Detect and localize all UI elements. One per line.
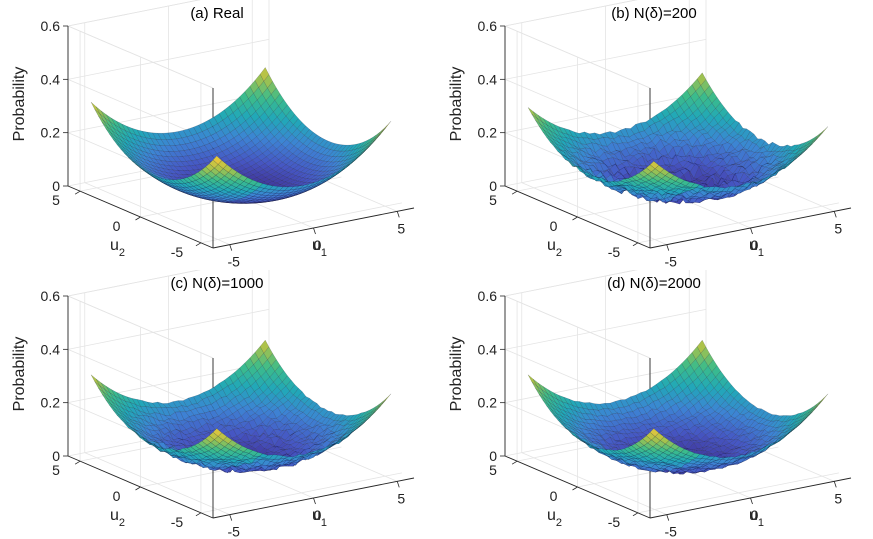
xtick-label: -5 [665, 524, 678, 539]
xaxis-label: u1 [749, 237, 764, 259]
zaxis-label: Probability [11, 67, 28, 142]
yaxis-label: u2 [547, 237, 562, 259]
probability-surface [527, 72, 829, 205]
zaxis-label: Probability [448, 337, 465, 412]
ztick-label: 0.2 [41, 125, 61, 141]
ztick-label: 0 [52, 178, 60, 194]
ztick-label: 0.6 [478, 18, 498, 34]
ztick-label: 0.4 [478, 71, 498, 87]
yaxis-label: u2 [110, 507, 125, 529]
ytick-label: 0 [550, 218, 558, 234]
ztick-label: 0 [489, 448, 497, 464]
ytick-label: -5 [608, 514, 621, 530]
ztick-label: 0.2 [478, 395, 498, 411]
ytick-label: -5 [171, 244, 184, 260]
ytick-label: 5 [489, 462, 497, 478]
xtick-label: 0 [314, 507, 322, 523]
xtick-label: 5 [834, 220, 842, 236]
xaxis-label: u1 [312, 507, 327, 529]
ztick-label: 0 [489, 178, 497, 194]
ztick-label: 0.2 [478, 125, 498, 141]
xaxis-label: u1 [749, 507, 764, 529]
subplot-title: (b) N(δ)=200 [611, 5, 696, 22]
ytick-label: -5 [608, 244, 621, 260]
ztick-label: 0 [52, 448, 60, 464]
xaxis-label: u1 [312, 237, 327, 259]
xtick-label: 0 [751, 507, 759, 523]
ztick-label: 0.6 [41, 18, 61, 34]
xtick-label: -5 [665, 254, 678, 269]
subplot-d: -5 0 5 -5 0 5 0 0.2 0.4 0.6 u1 u2 Probability (d) N(δ… [437, 270, 873, 539]
ytick-label: 5 [52, 192, 60, 208]
zaxis-label: Probability [11, 337, 28, 412]
zaxis-label: Probability [448, 67, 465, 142]
ytick-label: 0 [113, 488, 121, 504]
ytick-label: 0 [550, 488, 558, 504]
probability-surface [90, 339, 392, 474]
ytick-label: 5 [52, 462, 60, 478]
xtick-label: 5 [397, 490, 405, 506]
subplot-title: (c) N(δ)=1000 [171, 275, 264, 292]
xtick-label: 0 [751, 237, 759, 253]
subplot-a: -5 0 5 -5 0 5 0 0.2 0.4 0.6 u1 u2 Probability (a) Rea… [0, 0, 436, 269]
xtick-label: 5 [397, 220, 405, 236]
probability-surface [90, 67, 392, 204]
xtick-label: -5 [228, 524, 241, 539]
ztick-label: 0.4 [41, 71, 61, 87]
subplot-b: -5 0 5 -5 0 5 0 0.2 0.4 0.6 u1 u2 Probability (b) N(δ… [437, 0, 873, 269]
ztick-label: 0.6 [41, 288, 61, 304]
ytick-label: 5 [489, 192, 497, 208]
ytick-label: -5 [171, 514, 184, 530]
ztick-label: 0.6 [478, 288, 498, 304]
probability-surface [527, 339, 829, 475]
yaxis-label: u2 [547, 507, 562, 529]
xtick-label: -5 [228, 254, 241, 269]
ztick-label: 0.4 [41, 341, 61, 357]
subplot-title: (d) N(δ)=2000 [607, 275, 701, 292]
ztick-label: 0.2 [41, 395, 61, 411]
xtick-label: 5 [834, 490, 842, 506]
subplot-title: (a) Real [190, 5, 243, 22]
yaxis-label: u2 [110, 237, 125, 259]
subplot-c: -5 0 5 -5 0 5 0 0.2 0.4 0.6 u1 u2 Probability (c) N(δ… [0, 270, 436, 539]
ztick-label: 0.4 [478, 341, 498, 357]
ytick-label: 0 [113, 218, 121, 234]
xtick-label: 0 [314, 237, 322, 253]
